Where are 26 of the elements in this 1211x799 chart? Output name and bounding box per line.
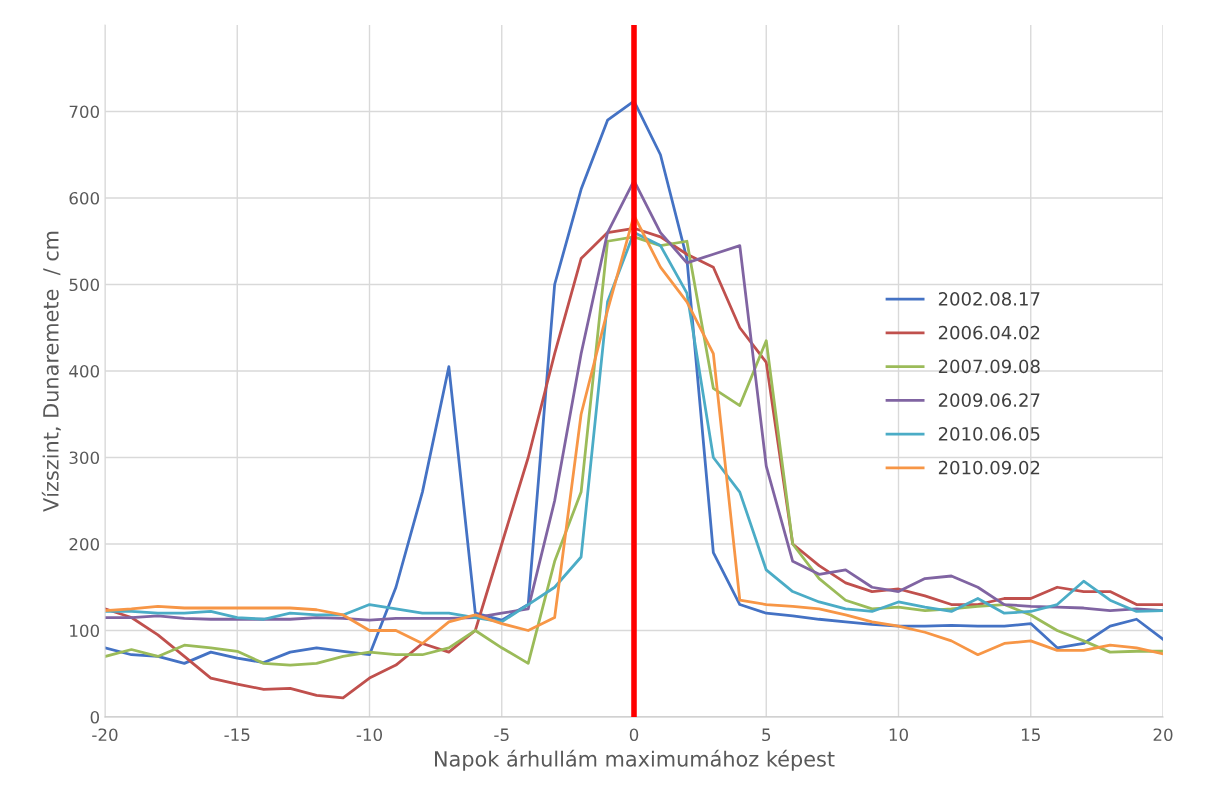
x-tick-label: 20: [1153, 728, 1173, 742]
x-axis-title: Napok árhullám maximumához képest: [435, 749, 835, 771]
legend-label: 2002.08.17: [938, 292, 1040, 306]
y-axis-title: Vízszint, Dunaremete / cm: [41, 231, 61, 512]
y-tick-label: 400: [69, 364, 100, 378]
x-tick-label: 0: [629, 728, 639, 742]
line-series: [105, 99, 1163, 665]
legend-label: 2006.04.02: [938, 325, 1040, 340]
x-tick-label: 15: [1021, 728, 1040, 742]
x-tick-label: -20: [92, 728, 118, 742]
y-tick-label: 100: [70, 624, 100, 638]
y-tick-label: 0: [90, 710, 100, 724]
y-tick-label: 700: [69, 105, 100, 119]
y-tick-label: 300: [69, 451, 100, 465]
legend-label: 2007.09.08: [938, 359, 1040, 374]
legend-label: 2010.06.05: [938, 427, 1040, 441]
x-tick-label: 5: [762, 728, 771, 742]
x-tick-label: -5: [494, 728, 509, 742]
x-tick-label: -15: [224, 728, 250, 742]
x-tick-label: 10: [889, 728, 908, 742]
y-tick-label: 200: [69, 537, 100, 551]
legend-label: 2010.09.02: [938, 460, 1040, 475]
legend-label: 2009.06.27: [938, 393, 1040, 407]
x-tick-label: -10: [356, 728, 382, 742]
y-tick-label: 600: [69, 191, 100, 205]
y-tick-label: 500: [69, 278, 100, 292]
